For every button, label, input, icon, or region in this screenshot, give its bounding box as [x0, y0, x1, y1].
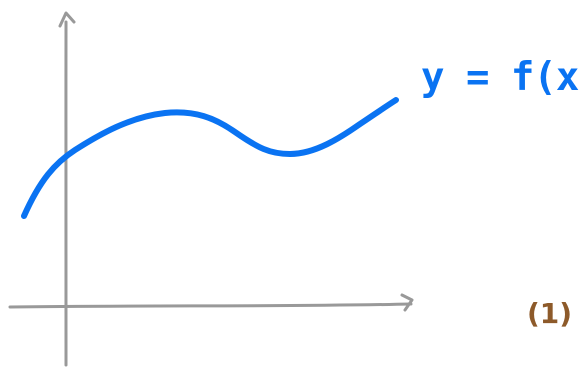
figure-number: (1)	[527, 297, 573, 330]
function-curve	[21, 97, 399, 219]
x-axis	[8, 302, 413, 309]
curve-label: y = f(x)	[421, 55, 582, 100]
x-axis-arrowhead	[400, 293, 414, 312]
y-axis-arrowhead	[58, 11, 76, 28]
